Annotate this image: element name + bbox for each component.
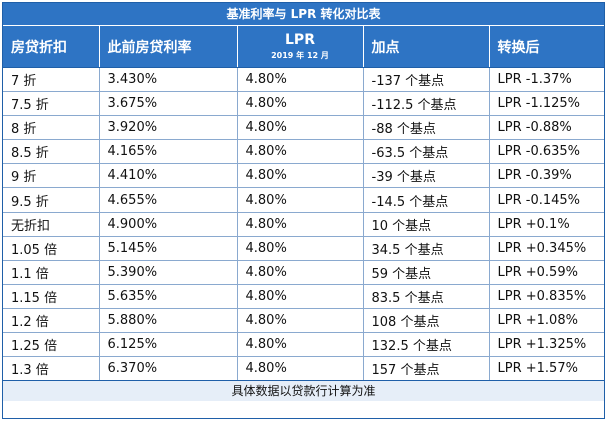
cell-add: 59 个基点 <box>363 260 490 285</box>
cell-add: 108 个基点 <box>363 308 490 334</box>
cell-lpr: 4.80% <box>237 139 364 165</box>
cell-add: -39 个基点 <box>363 163 490 189</box>
rate-comparison-table: 房贷折扣 此前房贷利率 LPR 2019 年 12 月 加点 转换后 7 折 3.… <box>3 26 604 382</box>
cell-lpr: 4.80% <box>237 212 364 237</box>
cell-add: 132.5 个基点 <box>363 332 490 358</box>
cell-lpr: 4.80% <box>237 67 364 93</box>
cell-discount: 9.5 折 <box>3 187 100 213</box>
cell-discount: 8.5 折 <box>3 139 100 165</box>
cell-discount: 7 折 <box>3 67 100 93</box>
cell-converted: LPR -0.145% <box>489 187 604 213</box>
table-row: 1.15 倍 5.635% 4.80% 83.5 个基点 LPR +0.835% <box>3 284 604 309</box>
cell-converted: LPR -0.88% <box>489 115 604 141</box>
cell-discount: 8 折 <box>3 115 100 141</box>
cell-lpr: 4.80% <box>237 284 364 309</box>
header-row: 房贷折扣 此前房贷利率 LPR 2019 年 12 月 加点 转换后 <box>3 26 604 68</box>
cell-discount: 1.05 倍 <box>3 236 100 261</box>
table-row: 1.25 倍 6.125% 4.80% 132.5 个基点 LPR +1.325% <box>3 332 604 358</box>
cell-lpr: 4.80% <box>237 236 364 261</box>
table-row: 7.5 折 3.675% 4.80% -112.5 个基点 LPR -1.125% <box>3 91 604 117</box>
cell-lpr: 4.80% <box>237 115 364 141</box>
cell-lpr: 4.80% <box>237 187 364 213</box>
cell-converted: LPR -1.37% <box>489 67 604 93</box>
cell-discount: 1.1 倍 <box>3 260 100 285</box>
cell-prev-rate: 3.920% <box>99 115 238 141</box>
cell-add: -63.5 个基点 <box>363 139 490 165</box>
cell-add: 10 个基点 <box>363 212 490 237</box>
header-converted: 转换后 <box>489 26 604 68</box>
cell-prev-rate: 5.145% <box>99 236 238 261</box>
cell-discount: 7.5 折 <box>3 91 100 117</box>
header-lpr-date: 2019 年 12 月 <box>271 51 329 60</box>
cell-prev-rate: 3.675% <box>99 91 238 117</box>
cell-lpr: 4.80% <box>237 163 364 189</box>
cell-add: 34.5 个基点 <box>363 236 490 261</box>
cell-converted: LPR -1.125% <box>489 91 604 117</box>
cell-prev-rate: 4.165% <box>99 139 238 165</box>
cell-converted: LPR +1.08% <box>489 308 604 334</box>
cell-discount: 1.15 倍 <box>3 284 100 309</box>
cell-converted: LPR +0.345% <box>489 236 604 261</box>
cell-discount: 1.2 倍 <box>3 308 100 334</box>
cell-prev-rate: 4.900% <box>99 212 238 237</box>
table-row: 1.1 倍 5.390% 4.80% 59 个基点 LPR +0.59% <box>3 260 604 285</box>
table-row: 8.5 折 4.165% 4.80% -63.5 个基点 LPR -0.635% <box>3 139 604 165</box>
cell-lpr: 4.80% <box>237 260 364 285</box>
cell-add: -88 个基点 <box>363 115 490 141</box>
cell-prev-rate: 5.635% <box>99 284 238 309</box>
cell-lpr: 4.80% <box>237 332 364 358</box>
cell-add: -112.5 个基点 <box>363 91 490 117</box>
table-row: 8 折 3.920% 4.80% -88 个基点 LPR -0.88% <box>3 115 604 141</box>
cell-converted: LPR +0.1% <box>489 212 604 237</box>
cell-add: -137 个基点 <box>363 67 490 93</box>
cell-converted: LPR -0.635% <box>489 139 604 165</box>
table-row: 1.3 倍 6.370% 4.80% 157 个基点 LPR +1.57% <box>3 356 604 382</box>
cell-converted: LPR +1.57% <box>489 356 604 382</box>
table-row: 9.5 折 4.655% 4.80% -14.5 个基点 LPR -0.145% <box>3 187 604 213</box>
cell-prev-rate: 6.125% <box>99 332 238 358</box>
cell-prev-rate: 4.410% <box>99 163 238 189</box>
cell-discount: 无折扣 <box>3 212 100 237</box>
cell-lpr: 4.80% <box>237 356 364 382</box>
cell-prev-rate: 5.390% <box>99 260 238 285</box>
table-row: 9 折 4.410% 4.80% -39 个基点 LPR -0.39% <box>3 163 604 189</box>
cell-add: -14.5 个基点 <box>363 187 490 213</box>
header-prev-rate: 此前房贷利率 <box>99 26 238 68</box>
cell-prev-rate: 4.655% <box>99 187 238 213</box>
cell-converted: LPR -0.39% <box>489 163 604 189</box>
header-add: 加点 <box>363 26 490 68</box>
table-row: 无折扣 4.900% 4.80% 10 个基点 LPR +0.1% <box>3 212 604 237</box>
table-row: 7 折 3.430% 4.80% -137 个基点 LPR -1.37% <box>3 67 604 93</box>
table-row: 1.05 倍 5.145% 4.80% 34.5 个基点 LPR +0.345% <box>3 236 604 261</box>
cell-lpr: 4.80% <box>237 91 364 117</box>
cell-discount: 9 折 <box>3 163 100 189</box>
cell-discount: 1.25 倍 <box>3 332 100 358</box>
cell-converted: LPR +0.835% <box>489 284 604 309</box>
header-discount: 房贷折扣 <box>3 26 100 68</box>
table-row: 1.2 倍 5.880% 4.80% 108 个基点 LPR +1.08% <box>3 308 604 334</box>
cell-converted: LPR +0.59% <box>489 260 604 285</box>
table-footer-note: 具体数据以贷款行计算为准 <box>3 381 604 402</box>
header-lpr-label: LPR <box>285 32 315 48</box>
cell-add: 157 个基点 <box>363 356 490 382</box>
cell-lpr: 4.80% <box>237 308 364 334</box>
cell-add: 83.5 个基点 <box>363 284 490 309</box>
header-lpr: LPR 2019 年 12 月 <box>237 26 364 68</box>
cell-converted: LPR +1.325% <box>489 332 604 358</box>
cell-prev-rate: 5.880% <box>99 308 238 334</box>
table-title: 基准利率与 LPR 转化对比表 <box>3 3 604 26</box>
cell-discount: 1.3 倍 <box>3 356 100 382</box>
cell-prev-rate: 3.430% <box>99 67 238 93</box>
cell-prev-rate: 6.370% <box>99 356 238 382</box>
